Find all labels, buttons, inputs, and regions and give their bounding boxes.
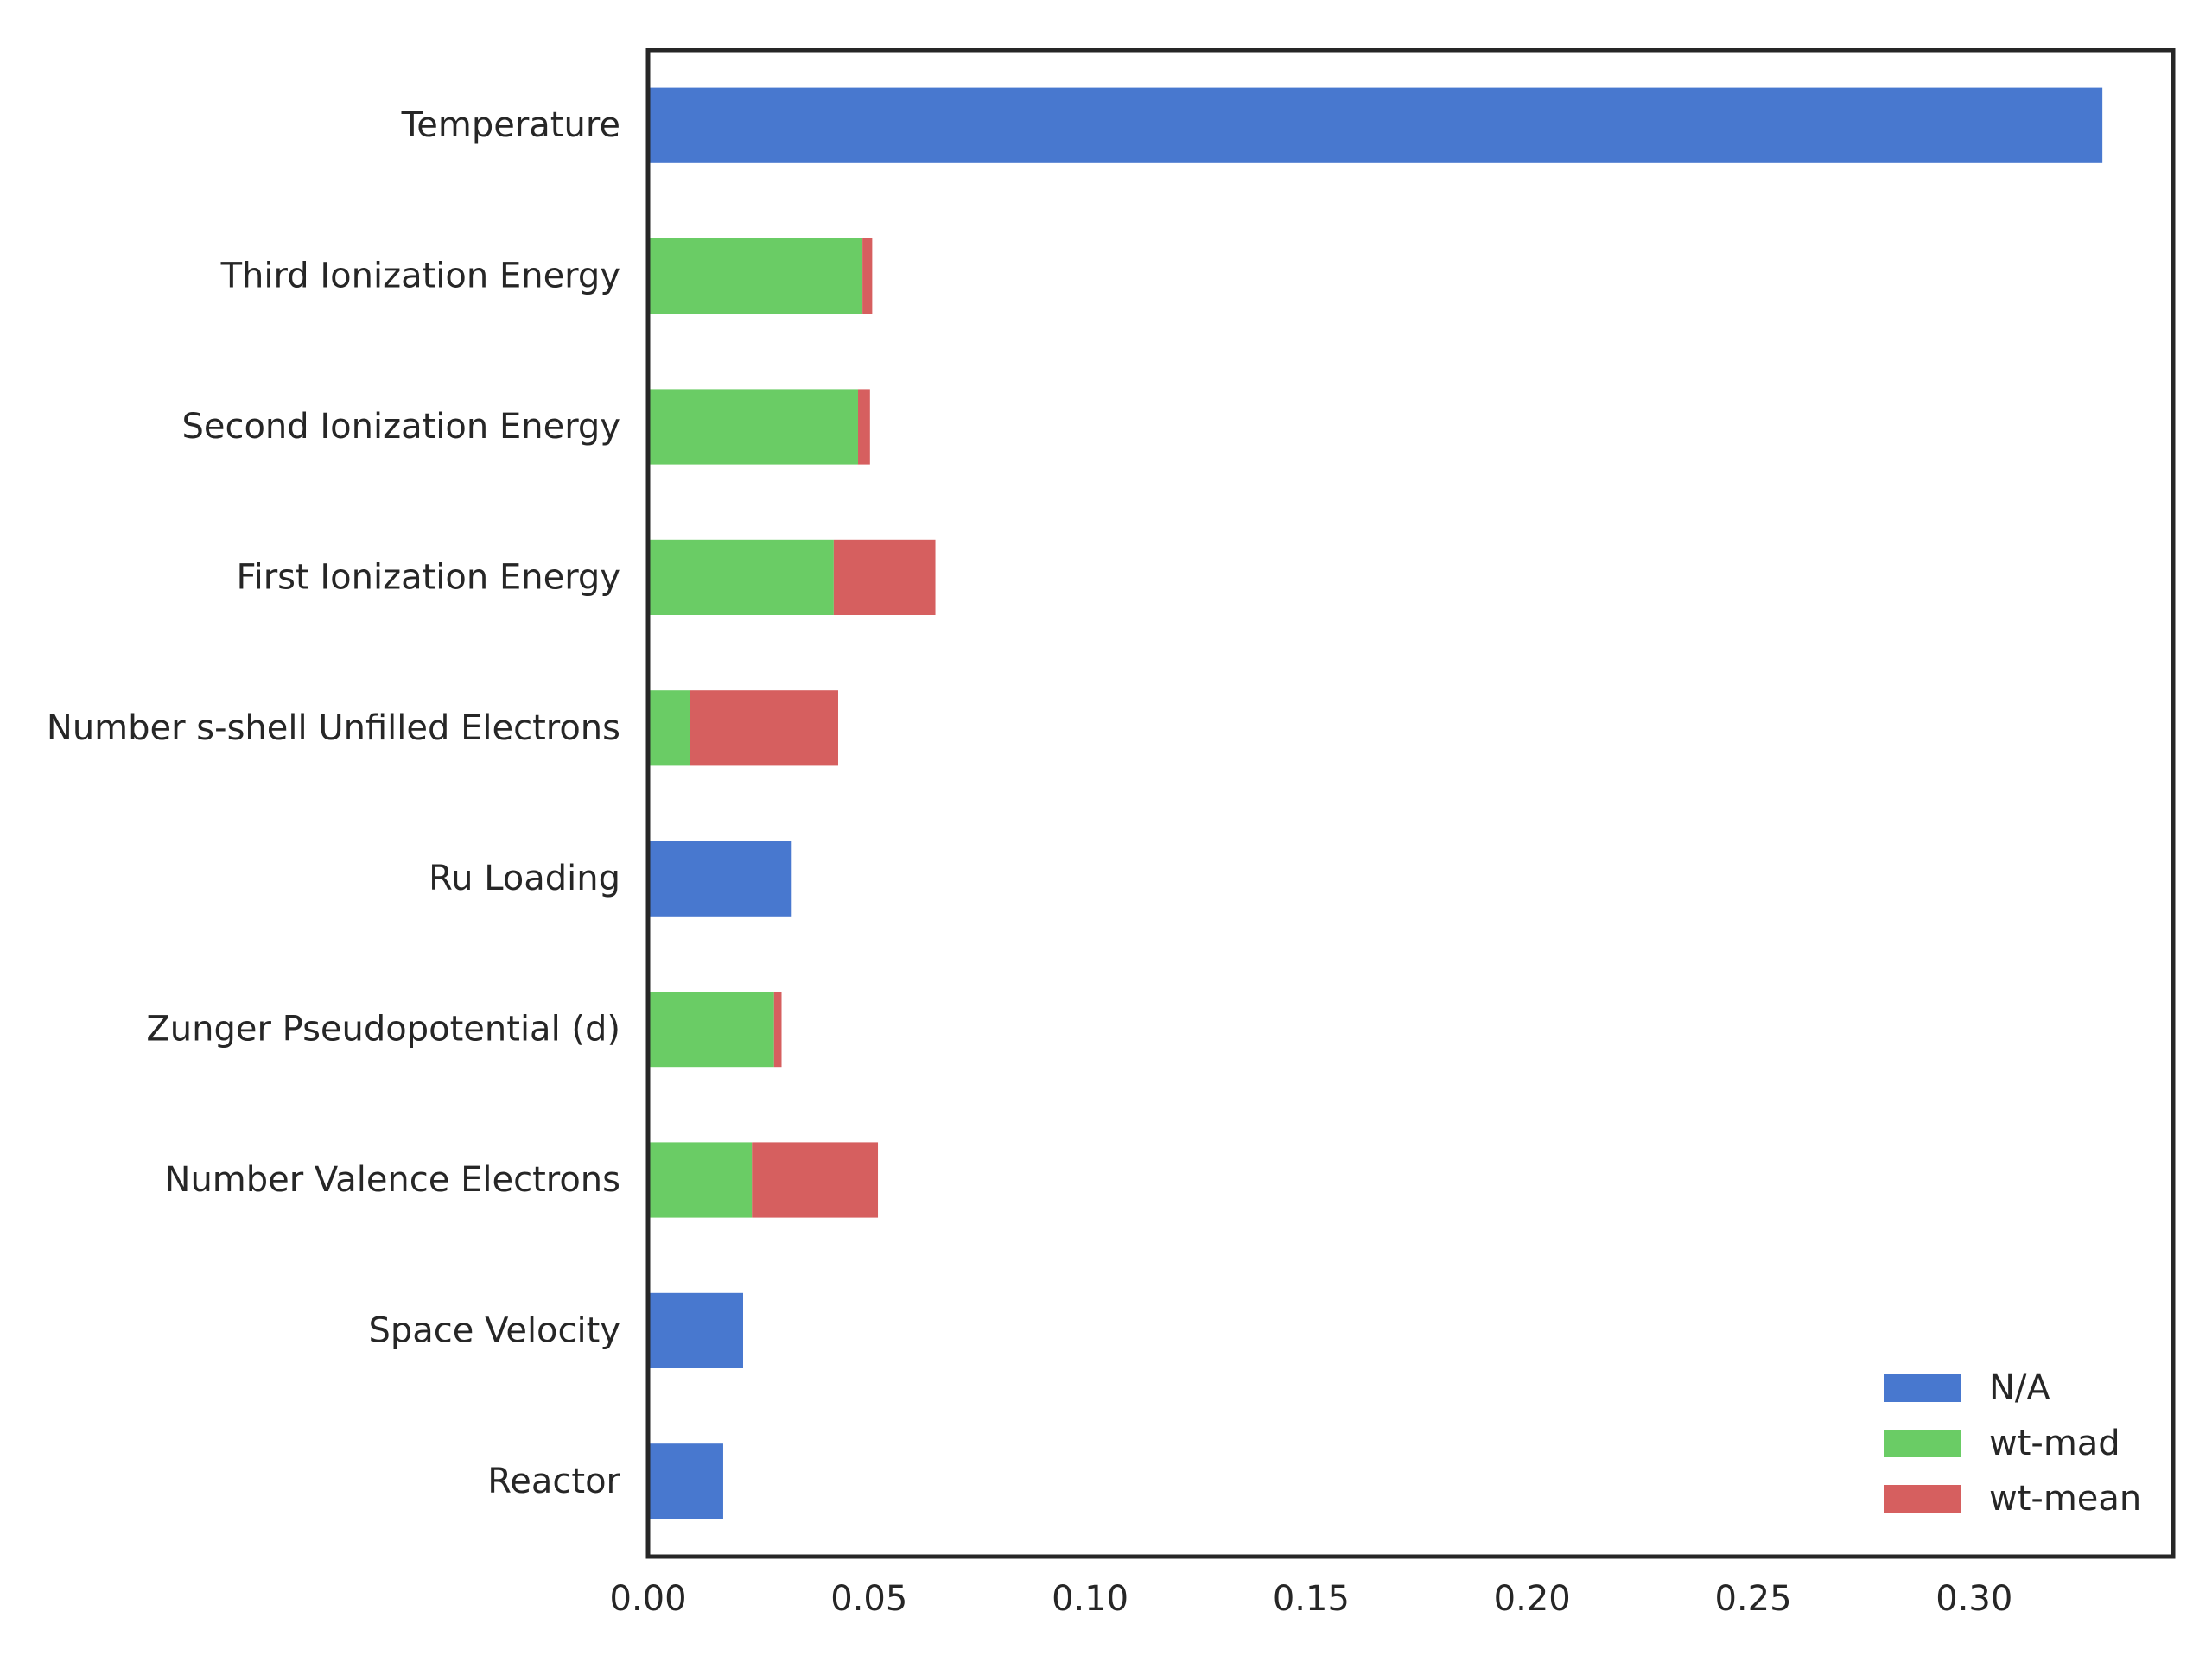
x-tick-label: 0.20 xyxy=(1494,1579,1571,1619)
x-tick-label: 0.15 xyxy=(1273,1579,1350,1619)
legend: N/A wt-mad wt-mean xyxy=(1884,1368,2141,1519)
y-tick-label: Number Valence Electrons xyxy=(165,1160,620,1200)
y-tick-label: First Ionization Energy xyxy=(236,557,620,597)
bar-zunger-pseudopotential-d-wt-mean xyxy=(773,992,782,1068)
y-tick-label: Reactor xyxy=(487,1462,620,1501)
y-tick-label: Number s-shell Unfilled Electrons xyxy=(47,708,620,748)
legend-swatch-wt-mean xyxy=(1884,1485,1961,1513)
bar-zunger-pseudopotential-d-wt-mad xyxy=(648,992,774,1068)
legend-label-wt-mean: wt-mean xyxy=(1989,1479,2141,1519)
bar-number-valence-electrons-wt-mad xyxy=(648,1142,753,1218)
bar-reactor-n-a xyxy=(648,1443,723,1519)
bar-first-ionization-energy-wt-mad xyxy=(648,539,834,615)
y-tick-label: Temperature xyxy=(401,105,620,145)
x-tick-label: 0.10 xyxy=(1052,1579,1128,1619)
y-tick-label: Zunger Pseudopotential (d) xyxy=(146,1010,620,1050)
bar-space-velocity-n-a xyxy=(648,1292,743,1368)
bar-first-ionization-energy-wt-mean xyxy=(833,539,936,615)
bar-number-s-shell-unfilled-electrons-wt-mad xyxy=(648,690,690,766)
bar-second-ionization-energy-wt-mad xyxy=(648,389,859,465)
y-tick-label: Ru Loading xyxy=(429,859,620,898)
bar-ru-loading-n-a xyxy=(648,841,792,917)
bar-number-valence-electrons-wt-mean xyxy=(752,1142,879,1218)
bar-temperature-n-a xyxy=(648,87,2103,163)
legend-label-n-a: N/A xyxy=(1989,1368,2050,1408)
x-tick-label: 0.25 xyxy=(1714,1579,1791,1619)
y-tick-label: Space Velocity xyxy=(368,1310,620,1350)
legend-label-wt-mad: wt-mad xyxy=(1989,1424,2120,1463)
y-tick-label: Second Ionization Energy xyxy=(181,407,620,447)
legend-swatch-n-a xyxy=(1884,1374,1961,1402)
bar-third-ionization-energy-wt-mad xyxy=(648,238,863,314)
x-tick-label: 0.30 xyxy=(1936,1579,2012,1619)
bar-second-ionization-energy-wt-mean xyxy=(858,389,870,465)
legend-swatch-wt-mad xyxy=(1884,1430,1961,1457)
x-tick-label: 0.00 xyxy=(609,1579,686,1619)
y-tick-label: Third Ionization Energy xyxy=(220,257,620,296)
bar-third-ionization-energy-wt-mean xyxy=(862,238,873,314)
bar-number-s-shell-unfilled-electrons-wt-mean xyxy=(690,690,838,766)
x-tick-label: 0.05 xyxy=(830,1579,907,1619)
plot-frame xyxy=(645,48,2176,1559)
